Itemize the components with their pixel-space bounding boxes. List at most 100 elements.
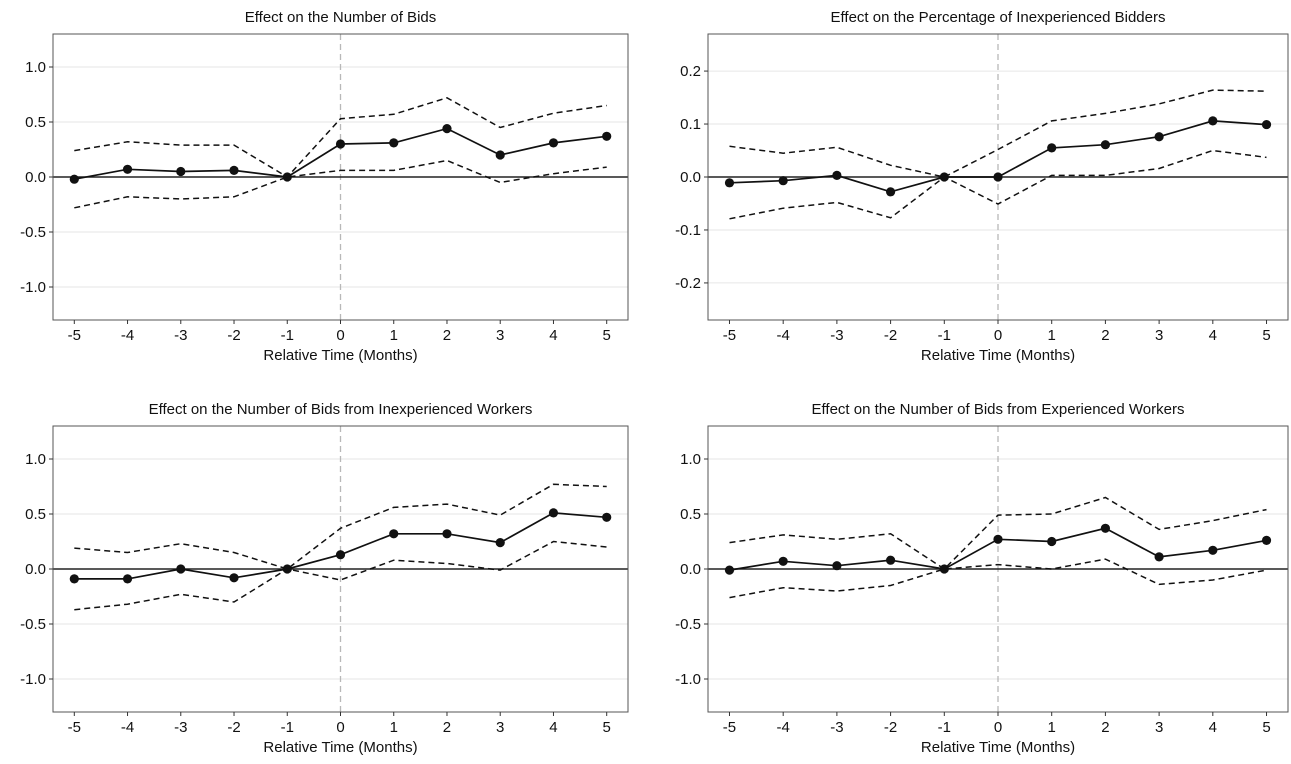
- estimate-point: [1154, 552, 1164, 562]
- estimate-point: [335, 550, 346, 560]
- x-tick-label: -2: [884, 327, 897, 344]
- y-tick-label: 0.0: [680, 561, 701, 578]
- x-tick-label: -1: [938, 719, 951, 736]
- x-tick-label: 3: [496, 327, 504, 344]
- estimate-point: [1100, 523, 1111, 533]
- y-tick-label: -0.1: [675, 222, 701, 239]
- y-tick-label: 1.0: [25, 451, 46, 468]
- x-tick-label: -5: [68, 719, 81, 736]
- x-tick-label: 1: [390, 327, 398, 344]
- estimate-point: [778, 556, 788, 566]
- chart-panel-3: Effect on the Number of Bids from Inexpe…: [20, 401, 629, 756]
- ci-lower-line: [74, 540, 607, 611]
- x-tick-label: 5: [1262, 327, 1270, 344]
- x-tick-label: 0: [994, 327, 1002, 344]
- x-tick-label: 2: [1101, 719, 1109, 736]
- x-tick-label: -2: [227, 327, 240, 344]
- x-tick-label: -4: [121, 327, 134, 344]
- y-tick-label: 0.5: [25, 506, 46, 523]
- x-tick-label: -2: [884, 719, 897, 736]
- y-tick-label: 0.5: [25, 114, 46, 131]
- chart-panel-2: Effect on the Percentage of Inexperience…: [675, 9, 1289, 364]
- estimate-point: [495, 150, 505, 160]
- estimate-point: [176, 166, 186, 177]
- y-tick-label: -0.5: [20, 224, 46, 241]
- ci-upper-line: [74, 96, 607, 178]
- estimate-point: [885, 555, 896, 565]
- x-tick-label: 5: [1262, 719, 1270, 736]
- y-tick-label: 1.0: [680, 451, 701, 468]
- estimate-point: [69, 574, 79, 584]
- chart-title: Effect on the Number of Bids: [245, 9, 437, 26]
- x-axis-label: Relative Time (Months): [263, 347, 417, 364]
- estimate-point: [1047, 536, 1057, 547]
- x-tick-label: -4: [777, 327, 790, 344]
- x-tick-label: -3: [174, 327, 187, 344]
- estimate-point: [778, 176, 788, 186]
- x-tick-label: 4: [1209, 719, 1217, 736]
- y-tick-label: 1.0: [25, 59, 46, 76]
- estimate-point: [1208, 545, 1218, 555]
- estimate-point: [1100, 140, 1111, 150]
- x-tick-label: -1: [281, 327, 294, 344]
- estimate-point: [229, 165, 239, 175]
- x-tick-label: 3: [1155, 327, 1163, 344]
- y-tick-label: 0.0: [25, 561, 46, 578]
- chart-title: Effect on the Number of Bids from Inexpe…: [149, 401, 533, 418]
- x-tick-label: -5: [723, 719, 736, 736]
- estimate-point: [69, 174, 79, 184]
- estimate-point: [832, 561, 842, 571]
- x-tick-label: 2: [443, 719, 451, 736]
- chart-title: Effect on the Number of Bids from Experi…: [812, 401, 1185, 418]
- y-tick-label: 0.0: [680, 169, 701, 186]
- x-tick-label: 4: [549, 327, 557, 344]
- estimate-point: [122, 574, 133, 584]
- estimate-point: [832, 170, 842, 181]
- x-tick-label: 3: [496, 719, 504, 736]
- y-tick-label: -0.2: [675, 275, 701, 292]
- chart-title: Effect on the Percentage of Inexperience…: [831, 9, 1166, 26]
- y-tick-label: 0.5: [680, 506, 701, 523]
- x-tick-label: -2: [227, 719, 240, 736]
- ci-lower-line: [729, 149, 1267, 220]
- y-tick-label: 0.2: [680, 63, 701, 80]
- estimate-point: [724, 178, 735, 188]
- x-tick-label: 0: [336, 327, 344, 344]
- estimate-point: [1047, 143, 1057, 153]
- estimate-point: [993, 534, 1003, 544]
- x-tick-label: -1: [938, 327, 951, 344]
- estimate-point: [495, 538, 505, 548]
- ci-upper-line: [74, 483, 607, 570]
- estimate-point: [335, 139, 346, 149]
- x-tick-label: -5: [723, 327, 736, 344]
- x-tick-label: 5: [603, 327, 611, 344]
- x-tick-label: -5: [68, 327, 81, 344]
- estimate-point: [389, 138, 399, 148]
- estimate-point: [442, 529, 452, 539]
- x-axis-label: Relative Time (Months): [921, 739, 1075, 756]
- estimate-point: [885, 187, 896, 197]
- estimate-point: [548, 138, 559, 148]
- y-tick-label: -1.0: [675, 671, 701, 688]
- estimate-point: [389, 529, 399, 539]
- x-tick-label: -3: [174, 719, 187, 736]
- x-tick-label: 5: [603, 719, 611, 736]
- estimate-point: [602, 131, 612, 141]
- x-tick-label: 4: [1209, 327, 1217, 344]
- estimate-point: [1154, 132, 1164, 142]
- ci-lower-line: [74, 159, 607, 209]
- y-tick-label: -0.5: [675, 616, 701, 633]
- x-tick-label: 1: [390, 719, 398, 736]
- chart-panel-4: Effect on the Number of Bids from Experi…: [675, 401, 1289, 756]
- x-tick-label: 1: [1048, 327, 1056, 344]
- y-tick-label: 0.0: [25, 169, 46, 186]
- y-tick-label: -1.0: [20, 279, 46, 296]
- x-axis-label: Relative Time (Months): [263, 739, 417, 756]
- x-tick-label: 1: [1048, 719, 1056, 736]
- chart-panel-1: Effect on the Number of Bids -1.0 -0.5 0.0 0…: [20, 9, 629, 364]
- y-tick-label: -0.5: [20, 616, 46, 633]
- x-tick-label: 4: [549, 719, 557, 736]
- estimate-point: [442, 124, 452, 134]
- estimate-point: [1261, 535, 1272, 546]
- estimate-point: [1208, 116, 1218, 126]
